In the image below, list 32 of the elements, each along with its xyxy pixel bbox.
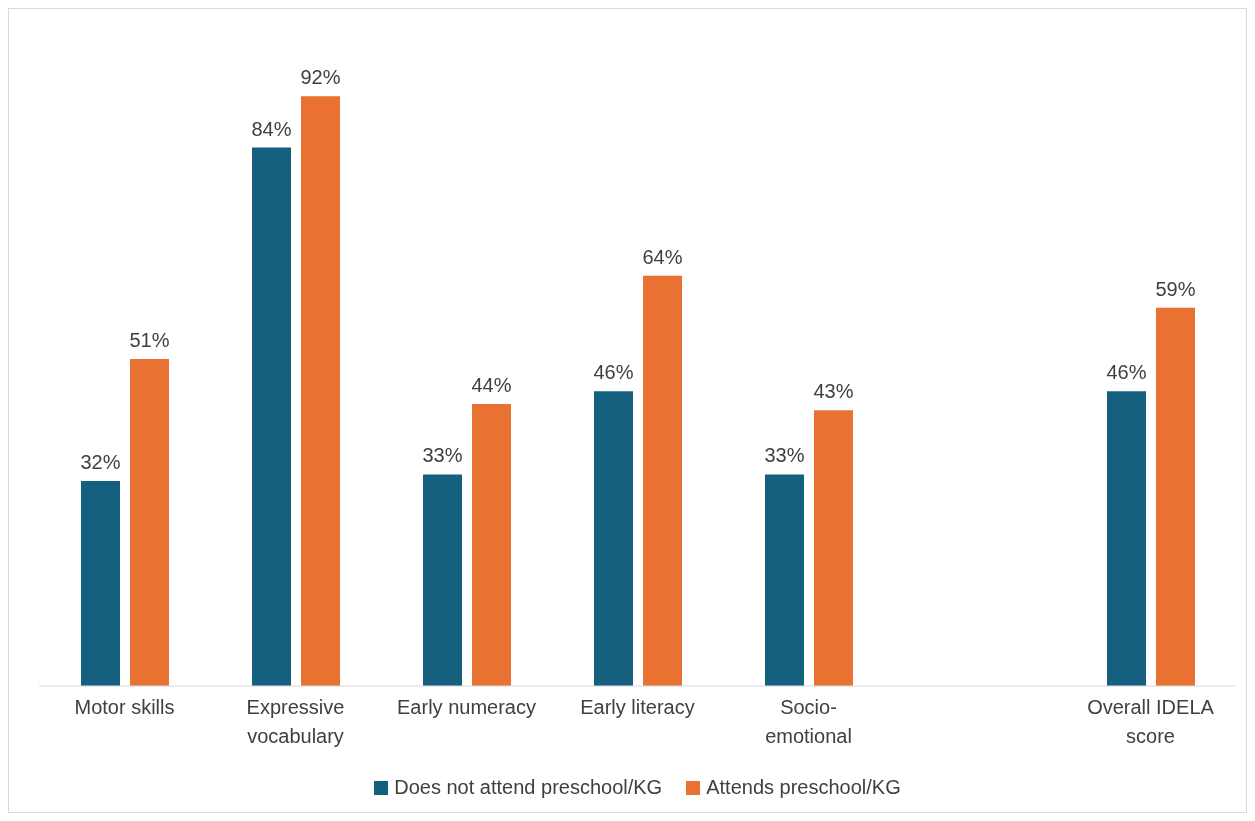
bar <box>423 474 462 686</box>
data-label: 46% <box>1106 361 1147 384</box>
bar <box>594 391 633 686</box>
x-tick-label: Early literacy <box>580 696 695 718</box>
bar <box>81 480 120 686</box>
data-label: 59% <box>1155 277 1196 300</box>
bar <box>814 410 853 686</box>
bar <box>1156 307 1195 686</box>
data-label: 32% <box>80 450 121 473</box>
bar <box>130 359 169 686</box>
bar <box>765 474 804 686</box>
bar <box>301 96 340 686</box>
bar <box>252 147 291 686</box>
data-label: 64% <box>642 245 683 268</box>
x-tick-label: Motor skills <box>74 696 175 718</box>
data-label: 33% <box>422 444 463 467</box>
legend-label: Does not attend preschool/KG <box>394 776 663 799</box>
bar <box>643 275 682 686</box>
data-label: 44% <box>471 373 512 396</box>
x-tick-label: Overall IDELA score <box>1087 696 1215 747</box>
data-label: 92% <box>300 66 341 89</box>
data-label: 46% <box>593 361 634 384</box>
data-label: 33% <box>764 444 805 467</box>
data-label: 84% <box>251 117 292 140</box>
bar <box>1107 391 1146 686</box>
x-tick-label: Early numeracy <box>397 696 536 718</box>
legend-label: Attends preschool/KG <box>706 776 901 799</box>
data-label: 43% <box>813 380 854 403</box>
x-tick-label: Socio-emotional <box>765 696 852 747</box>
bar <box>472 403 511 686</box>
data-label: 51% <box>129 329 170 352</box>
x-tick-label: Expressive vocabulary <box>246 696 345 747</box>
